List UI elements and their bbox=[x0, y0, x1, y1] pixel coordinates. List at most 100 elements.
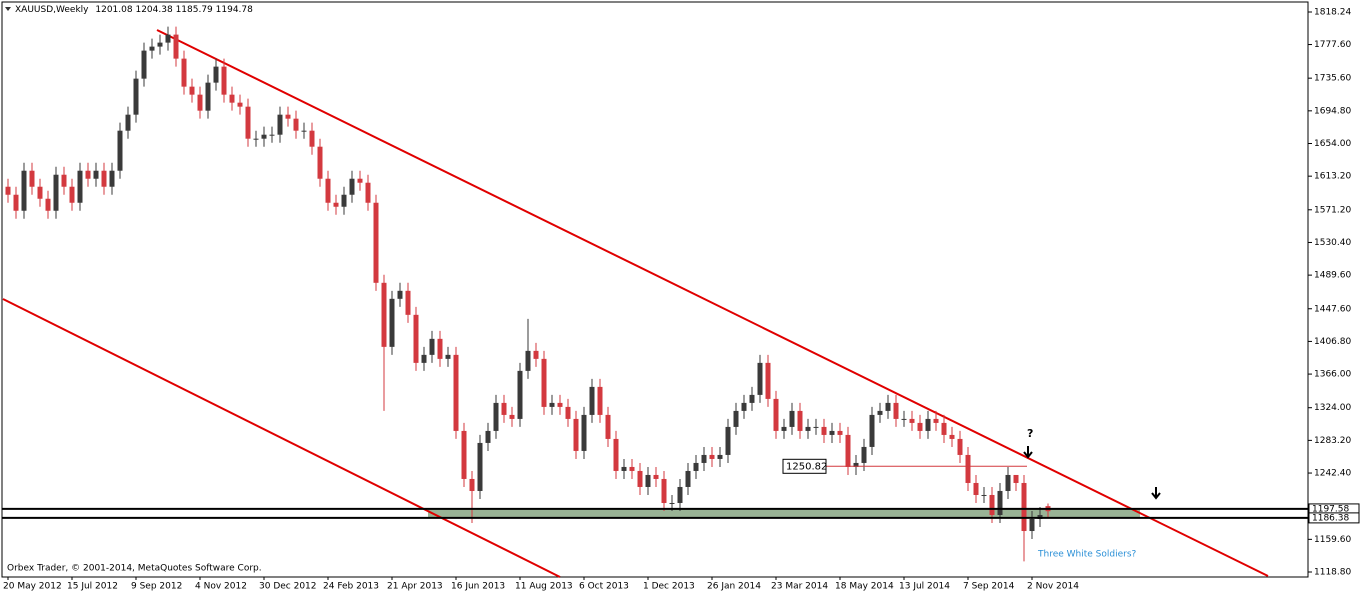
menu-triangle bbox=[5, 7, 11, 11]
x-tick-label: 1 Dec 2013 bbox=[643, 582, 695, 592]
candle-body bbox=[357, 178, 363, 183]
candle-body bbox=[1005, 474, 1011, 491]
candle-body bbox=[301, 130, 307, 132]
annotation-text: Three White Soldiers? bbox=[1037, 550, 1137, 560]
y-tick-label: 1118.80 bbox=[1314, 568, 1351, 578]
candle-body bbox=[157, 42, 163, 47]
x-tick-label: 23 Mar 2014 bbox=[771, 582, 828, 592]
y-tick-label: 1571.20 bbox=[1314, 205, 1351, 215]
candle-body bbox=[501, 402, 507, 415]
candle-body bbox=[621, 466, 627, 471]
candle-body bbox=[581, 414, 587, 451]
candle-body bbox=[269, 134, 275, 136]
candle-body bbox=[741, 402, 747, 411]
candle-body bbox=[389, 298, 395, 347]
candle-body bbox=[949, 434, 955, 439]
arrow-down bbox=[1023, 446, 1033, 459]
candle-body bbox=[957, 438, 963, 455]
y-tick-label: 1489.60 bbox=[1314, 271, 1351, 281]
candle-body bbox=[349, 178, 355, 195]
header-high: 1204.38 bbox=[135, 5, 172, 15]
candle-body bbox=[429, 338, 435, 355]
candle-body bbox=[653, 474, 659, 479]
y-tick-label: 1324.00 bbox=[1314, 403, 1351, 413]
candle-body bbox=[677, 486, 683, 503]
x-tick-label: 11 Aug 2013 bbox=[515, 582, 573, 592]
candle-body bbox=[685, 470, 691, 487]
candle-body bbox=[693, 462, 699, 471]
candle-body bbox=[421, 354, 427, 363]
candle-body bbox=[213, 66, 219, 83]
candle-body bbox=[629, 466, 635, 471]
candle-body bbox=[469, 478, 475, 491]
x-tick-label: 7 Sep 2014 bbox=[963, 582, 1015, 592]
candle-body bbox=[749, 394, 755, 403]
candle-body bbox=[645, 474, 651, 487]
candle-body bbox=[53, 174, 59, 211]
candle-body bbox=[165, 34, 171, 43]
candle-body bbox=[509, 414, 515, 419]
candle-body bbox=[941, 422, 947, 435]
y-tick-label: 1242.40 bbox=[1314, 469, 1351, 479]
candle-body bbox=[61, 174, 67, 187]
y-tick-label: 1447.60 bbox=[1314, 304, 1351, 314]
candle-body bbox=[765, 362, 771, 399]
copyright: Orbex Trader, © 2001-2014, MetaQuotes So… bbox=[7, 564, 262, 574]
candle-body bbox=[253, 138, 259, 140]
price-label: 1186.38 bbox=[1312, 513, 1349, 523]
x-tick-label: 15 Jul 2012 bbox=[67, 582, 118, 592]
candles bbox=[5, 26, 1051, 562]
candle-body bbox=[437, 338, 443, 359]
candle-body bbox=[733, 410, 739, 427]
price-label-box bbox=[1308, 512, 1360, 524]
candle-body bbox=[397, 290, 403, 299]
support-zone-group bbox=[428, 508, 1140, 518]
level-label: 1250.82 bbox=[786, 461, 827, 472]
candle-body bbox=[965, 454, 971, 483]
candle-body bbox=[277, 114, 283, 135]
candle-body bbox=[317, 146, 323, 179]
candle-body bbox=[781, 426, 787, 431]
symbol: XAUUSD,Weekly bbox=[15, 5, 89, 15]
level-label-box bbox=[782, 458, 827, 474]
candle-body bbox=[373, 202, 379, 283]
candle-body bbox=[797, 410, 803, 431]
candle-body bbox=[1021, 482, 1027, 532]
candle-body bbox=[869, 414, 875, 447]
candle-body bbox=[613, 438, 619, 471]
candle-body bbox=[565, 406, 571, 419]
candle-body bbox=[141, 50, 147, 79]
candle-body bbox=[125, 114, 131, 131]
y-tick-label: 1777.60 bbox=[1314, 40, 1351, 50]
candle-body bbox=[229, 94, 235, 103]
x-tick-label: 4 Nov 2012 bbox=[195, 582, 247, 592]
candle-body bbox=[77, 170, 83, 203]
candle-body bbox=[773, 398, 779, 431]
candle-body bbox=[517, 370, 523, 419]
candle-body bbox=[453, 354, 459, 431]
candle-body bbox=[533, 350, 539, 359]
candle-body bbox=[381, 282, 387, 347]
candle-body bbox=[149, 46, 155, 51]
candle-body bbox=[877, 410, 883, 415]
candle-body bbox=[333, 202, 339, 207]
candle-body bbox=[45, 198, 51, 211]
candle-body bbox=[909, 418, 915, 423]
candle-body bbox=[525, 350, 531, 371]
candle-body bbox=[717, 454, 723, 459]
candle-body bbox=[309, 130, 315, 147]
candle-body bbox=[837, 430, 843, 435]
y-tick-label: 1159.60 bbox=[1314, 535, 1351, 545]
x-tick-label: 20 May 2012 bbox=[3, 582, 62, 592]
candle-body bbox=[21, 170, 27, 211]
candle-body bbox=[221, 66, 227, 95]
candle-body bbox=[701, 454, 707, 463]
candle-body bbox=[133, 78, 139, 115]
candle-body bbox=[829, 430, 835, 435]
x-tick-label: 24 Feb 2013 bbox=[323, 582, 379, 592]
plot-frame bbox=[1, 1, 1309, 578]
candle-body bbox=[285, 114, 291, 119]
y-tick-label: 1818.24 bbox=[1314, 8, 1351, 18]
candle-body bbox=[989, 494, 995, 515]
